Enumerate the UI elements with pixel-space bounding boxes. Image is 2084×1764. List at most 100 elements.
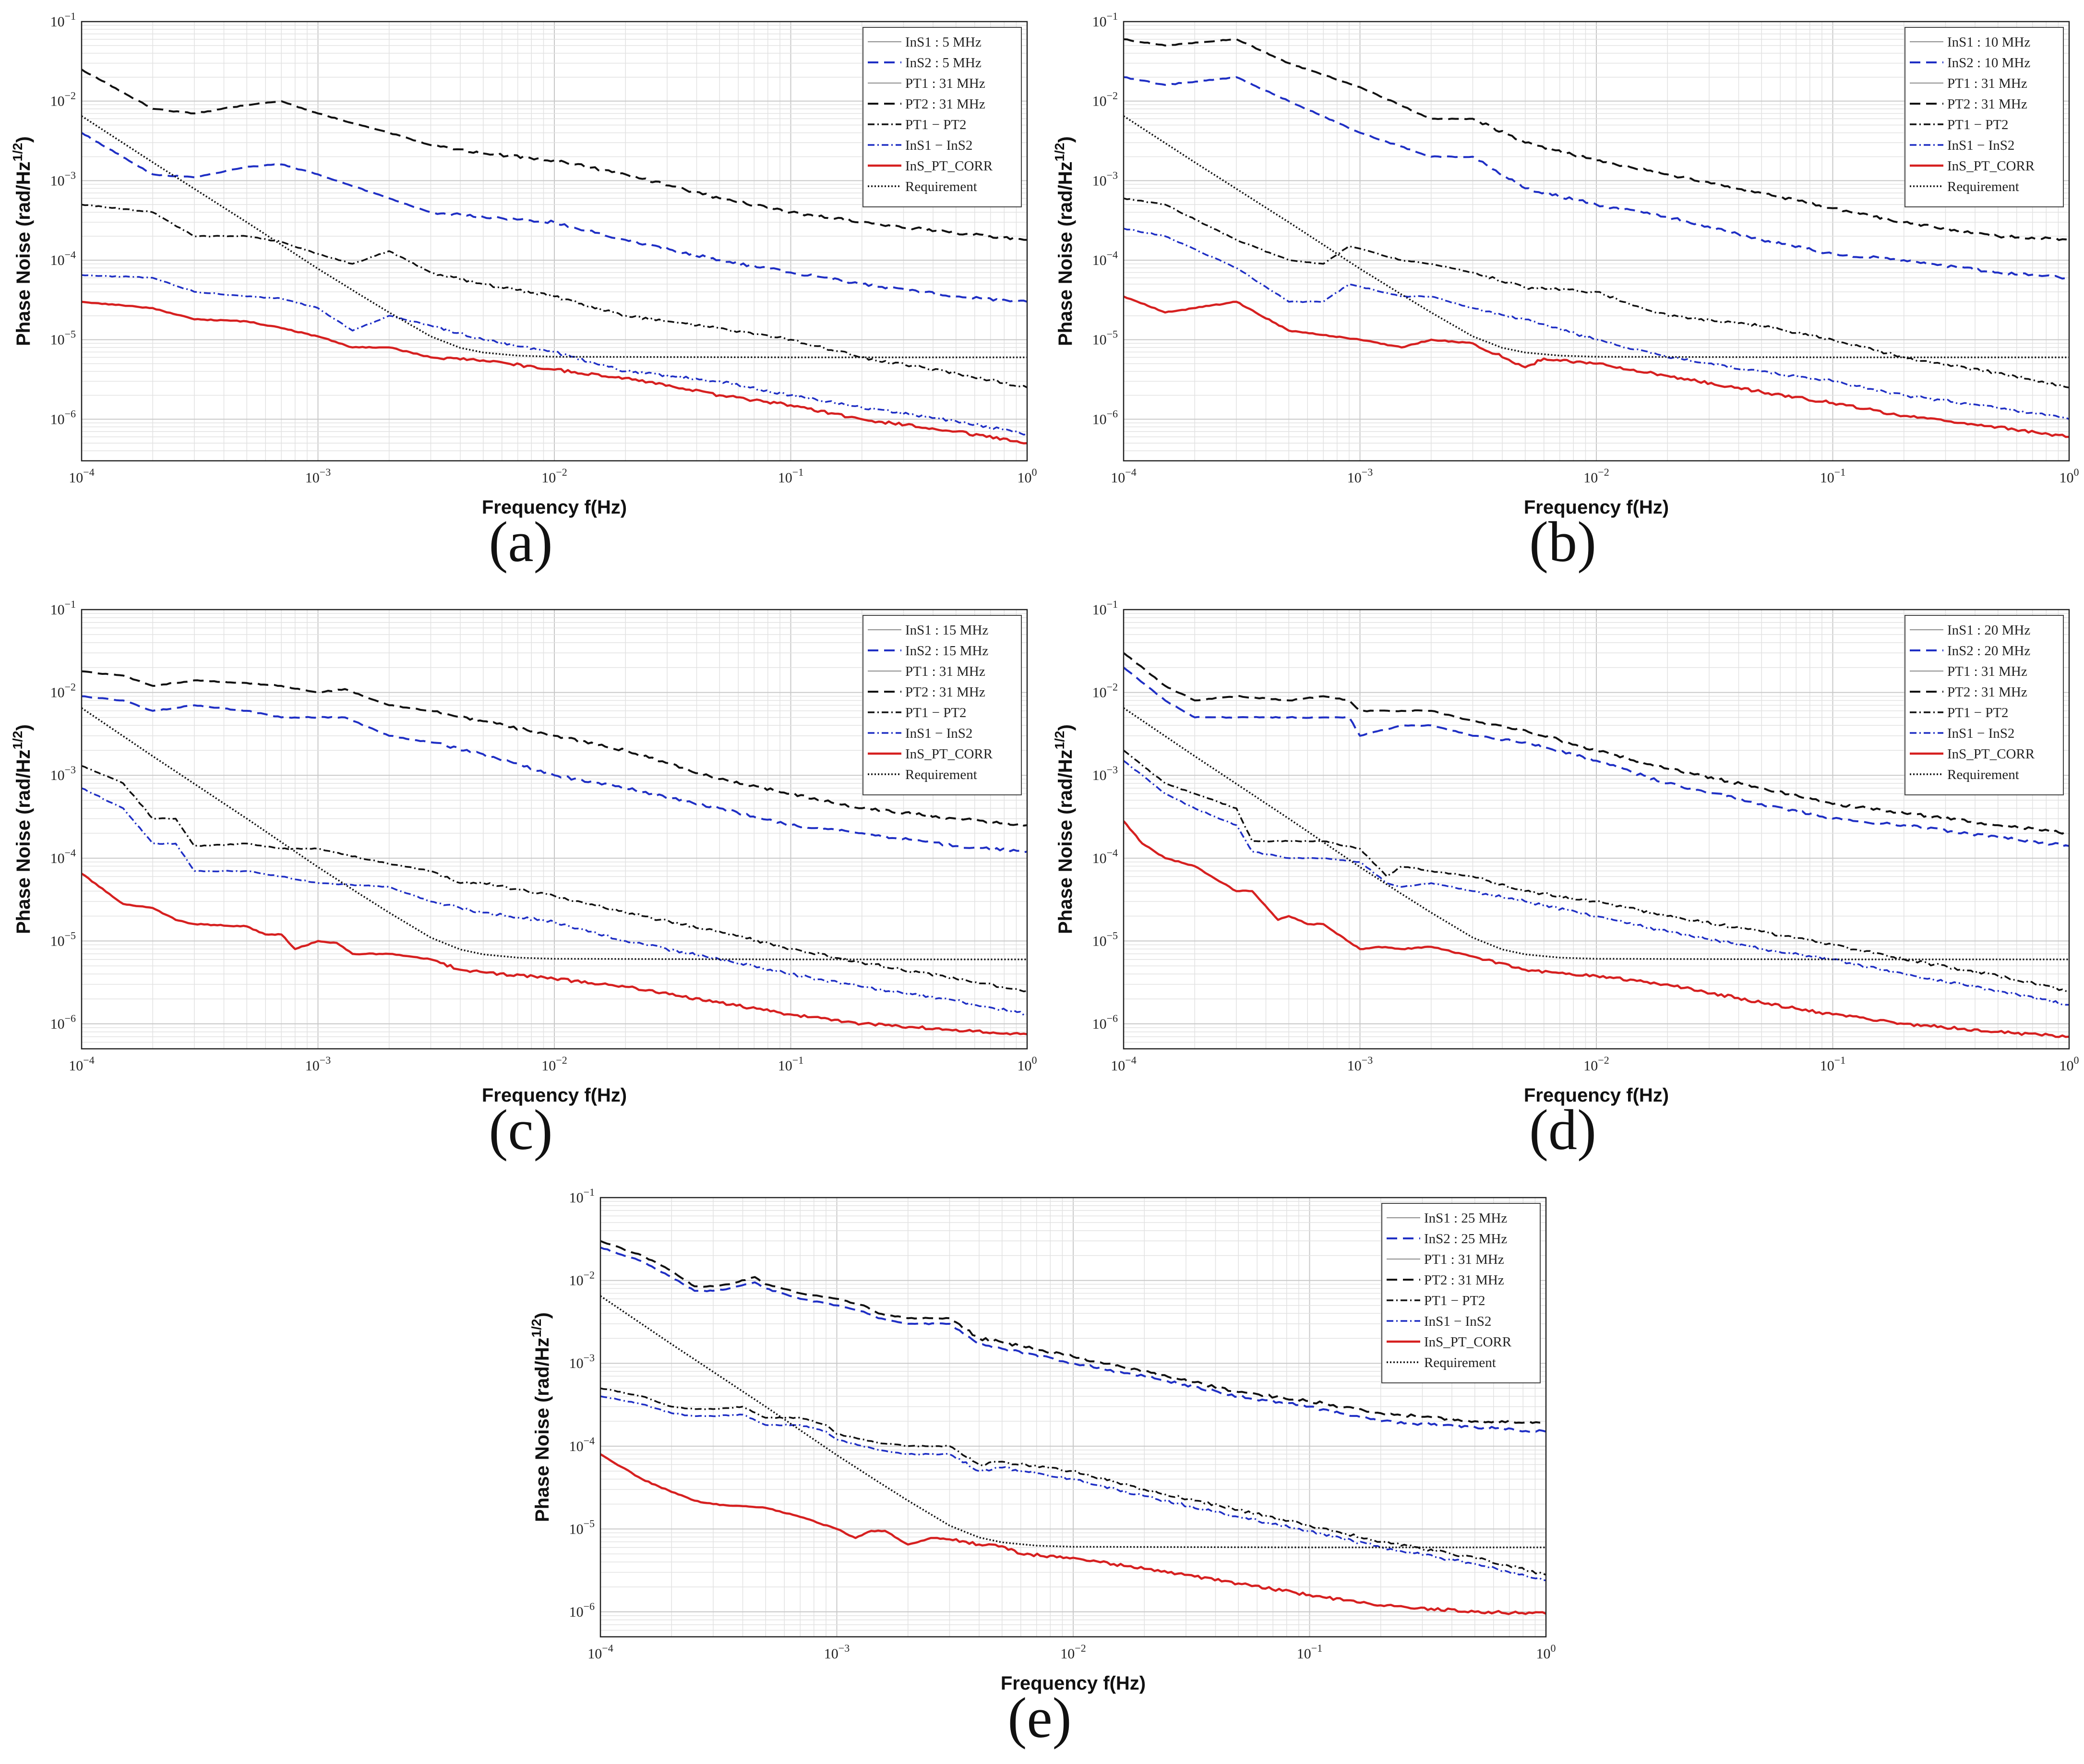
y-tick-label: 10−4 (569, 1435, 595, 1454)
panel-caption-b: (b) (1529, 510, 1596, 574)
y-tick-label: 10−2 (50, 90, 76, 109)
legend-entry: InS1 − InS2 (1424, 1314, 1491, 1329)
series-line-ins-pt-corr (600, 1453, 1546, 1615)
y-axis-label: Phase Noise (rad/Hz1/2) (10, 724, 34, 934)
panel-c: 10−4 10−3 10−2 10−1 100 10−6 10−5 10−4 10−3 10−2 1… (0, 588, 1042, 1176)
series-line-pt1-pt2 (600, 1387, 1546, 1576)
legend-entry: InS1 : 15 MHz (905, 623, 988, 638)
x-tick-label: 10−4 (587, 1642, 613, 1662)
y-tick-label: 10−3 (1092, 764, 1118, 783)
legend: InS1 : 25 MHz InS2 : 25 MHz PT1 : 31 MHz PT… (1381, 1203, 1541, 1383)
series-line-requirement (1124, 707, 2069, 960)
legend-box (862, 615, 1022, 795)
legend-entry: InS_PT_CORR (1424, 1334, 1512, 1350)
series-line-pt2-31-mhz (600, 1240, 1546, 1424)
series-line-ins2-15-mhz (82, 695, 1027, 853)
panel-caption-e: (e) (1007, 1686, 1072, 1750)
legend-box (1381, 1203, 1541, 1383)
y-tick-label: 10−3 (50, 169, 76, 189)
legend-entry: PT1 : 31 MHz (905, 664, 985, 679)
legend-entry: PT1 − PT2 (1947, 117, 2009, 132)
x-tick-label: 100 (1536, 1642, 1556, 1662)
y-tick-label: 10−4 (50, 249, 76, 268)
legend-entry: InS1 − InS2 (1947, 726, 2014, 741)
x-tick-label: 10−1 (778, 466, 803, 486)
x-tick-label: 10−2 (541, 466, 567, 486)
x-tick-label: 10−2 (541, 1054, 567, 1074)
x-tick-label: 10−2 (1060, 1642, 1086, 1662)
legend-entry: Requirement (1424, 1355, 1496, 1370)
y-tick-label: 10−6 (50, 1012, 76, 1032)
x-tick-label: 100 (2060, 1054, 2079, 1074)
x-tick-label: 10−3 (1347, 466, 1373, 486)
y-tick-label: 10−6 (1092, 1012, 1118, 1032)
series-group (1124, 38, 2069, 438)
series-line-ins-pt-corr (1124, 295, 2069, 438)
series-line-ins1-ins2 (600, 1395, 1546, 1582)
axes-frame (599, 1197, 1547, 1638)
axes-frame (81, 21, 1028, 462)
legend-entry: PT1 : 31 MHz (1947, 664, 2027, 679)
legend-entry: PT1 : 31 MHz (1947, 76, 2027, 91)
x-axis-label: Frequency f(Hz) (1524, 497, 1669, 518)
axes-frame (1123, 21, 2070, 462)
legend-entry: Requirement (905, 179, 977, 194)
legend-entry: PT2 : 31 MHz (1947, 96, 2027, 112)
series-line-pt2-31-mhz (82, 69, 1027, 241)
y-tick-label: 10−3 (569, 1352, 595, 1371)
y-tick-label: 10−6 (1092, 408, 1118, 427)
legend-entry: PT1 : 31 MHz (1424, 1252, 1504, 1267)
y-tick-label: 10−5 (569, 1517, 595, 1537)
y-tick-label: 10−4 (50, 847, 76, 866)
x-tick-label: 10−4 (1111, 1054, 1136, 1074)
series-line-ins-pt-corr (82, 300, 1027, 444)
x-axis-label: Frequency f(Hz) (1001, 1673, 1146, 1694)
y-axis-label: Phase Noise (rad/Hz1/2) (529, 1312, 553, 1522)
series-line-ins2-25-mhz (600, 1247, 1546, 1433)
chart-a: 10−4 10−3 10−2 10−1 100 10−6 10−5 10−4 10−3 10−2 1… (10, 10, 1037, 518)
y-axis-label: Phase Noise (rad/Hz1/2) (1052, 136, 1076, 346)
legend-entry: InS1 − InS2 (1947, 138, 2014, 153)
x-tick-label: 10−1 (778, 1054, 803, 1074)
y-tick-label: 10−3 (50, 764, 76, 783)
legend-entry: PT2 : 31 MHz (1424, 1272, 1504, 1288)
series-group (1124, 652, 2069, 1038)
legend-entry: InS1 − InS2 (905, 726, 972, 741)
legend: InS1 : 20 MHz InS2 : 20 MHz PT1 : 31 MHz PT… (1904, 615, 2064, 795)
legend-entry: InS_PT_CORR (905, 746, 993, 762)
x-tick-label: 100 (1018, 466, 1037, 486)
series-group (600, 1240, 1546, 1615)
x-tick-label: 10−3 (824, 1642, 850, 1662)
series-line-pt2-31-mhz (1124, 38, 2069, 241)
x-tick-label: 10−3 (305, 1054, 331, 1074)
legend-entry: Requirement (905, 767, 977, 782)
y-tick-label: 10−2 (50, 681, 76, 701)
panel-d: 10−4 10−3 10−2 10−1 100 10−6 10−5 10−4 10−3 10−2 1… (1042, 588, 2084, 1176)
x-tick-label: 10−4 (69, 466, 94, 486)
y-axis-label: Phase Noise (rad/Hz1/2) (1052, 724, 1076, 934)
y-tick-label: 10−5 (50, 328, 76, 348)
y-tick-label: 10−1 (50, 598, 76, 618)
y-tick-label: 10−2 (1092, 90, 1118, 109)
legend-box (1904, 615, 2064, 795)
x-tick-label: 100 (1018, 1054, 1037, 1074)
y-tick-label: 10−3 (1092, 169, 1118, 189)
legend-entry: InS2 : 20 MHz (1947, 643, 2030, 659)
series-line-ins-pt-corr (1124, 820, 2069, 1038)
legend-entry: InS1 : 5 MHz (905, 35, 982, 50)
x-tick-label: 10−4 (69, 1054, 94, 1074)
series-line-ins2-10-mhz (1124, 76, 2069, 280)
legend-box (1904, 27, 2064, 207)
axes-frame (1123, 609, 2070, 1050)
series-line-pt2-31-mhz (82, 670, 1027, 827)
legend-entry: PT2 : 31 MHz (1947, 684, 2027, 700)
legend-entry: PT1 − PT2 (905, 117, 967, 132)
y-tick-label: 10−1 (1092, 10, 1118, 30)
legend: InS1 : 10 MHz InS2 : 10 MHz PT1 : 31 MHz PT… (1904, 27, 2064, 207)
series-line-pt1-pt2 (1124, 197, 2069, 389)
y-tick-label: 10−4 (1092, 249, 1118, 268)
x-axis-label: Frequency f(Hz) (482, 1085, 627, 1106)
legend-entry: InS_PT_CORR (1947, 158, 2035, 174)
series-line-ins-pt-corr (82, 873, 1027, 1036)
y-tick-label: 10−1 (1092, 598, 1118, 618)
